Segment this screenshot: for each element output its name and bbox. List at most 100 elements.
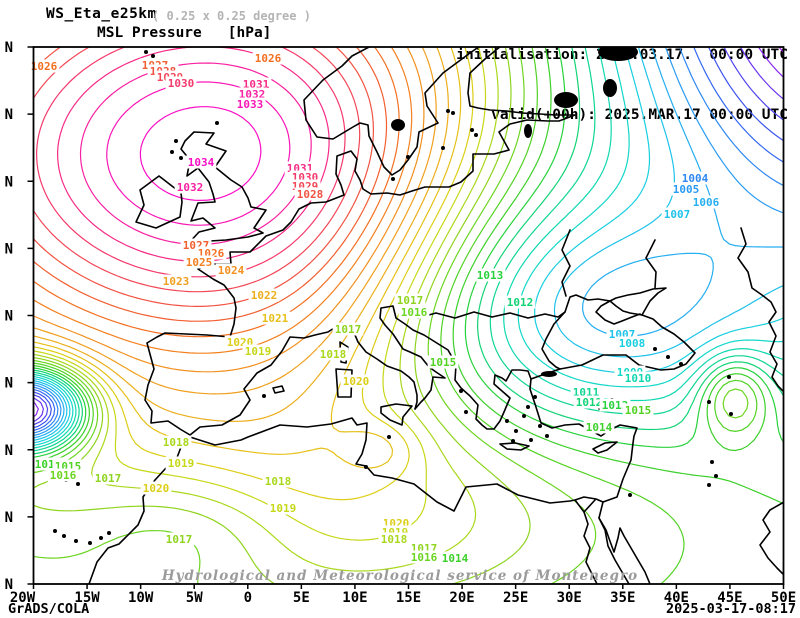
contour-label: 1019 bbox=[270, 502, 297, 515]
contour-label-box bbox=[163, 532, 195, 546]
contour-label: 1016 bbox=[50, 469, 77, 482]
lake bbox=[598, 47, 638, 61]
contour-label: 1018 bbox=[381, 533, 408, 546]
island-dot bbox=[174, 139, 178, 143]
contour-label: 1017 bbox=[335, 323, 362, 336]
contour-level-1029 bbox=[33, 47, 361, 293]
contour-label: 1017 bbox=[95, 472, 122, 485]
coastline bbox=[645, 239, 657, 289]
contour-level-1014 bbox=[33, 47, 784, 505]
coastline bbox=[583, 511, 598, 584]
contour-label: 1019 bbox=[168, 457, 195, 470]
island-dot bbox=[76, 482, 80, 486]
x-tick-label: 20W bbox=[10, 590, 36, 606]
contour-label: 1028 bbox=[297, 188, 324, 201]
coastline bbox=[541, 294, 611, 370]
contour-label-box bbox=[140, 481, 172, 495]
contour-label: 1007 bbox=[664, 208, 691, 221]
island-dot bbox=[446, 109, 450, 113]
contour-level-1013 bbox=[33, 47, 784, 458]
x-tick-label: 5E bbox=[293, 590, 310, 606]
model-title: WS_Eta_e25km bbox=[46, 6, 157, 22]
contour-label-box bbox=[294, 187, 326, 201]
island-dot bbox=[406, 155, 410, 159]
coastline bbox=[574, 499, 596, 513]
contour-label-box bbox=[439, 551, 471, 565]
island-dot bbox=[74, 539, 78, 543]
island-dot bbox=[364, 465, 368, 469]
coastline bbox=[399, 311, 566, 319]
contour-level-1031 bbox=[57, 47, 330, 262]
coastline bbox=[380, 403, 413, 426]
contour-label: 1033 bbox=[237, 98, 264, 111]
x-tick-label: 0 bbox=[244, 590, 252, 606]
contour-level-1028 bbox=[33, 47, 374, 307]
lake bbox=[391, 119, 405, 131]
lake bbox=[554, 92, 578, 108]
x-tick-label: 15W bbox=[74, 590, 100, 606]
island-dot bbox=[151, 54, 155, 58]
contour-label-box bbox=[248, 288, 280, 302]
contour-level-1025 bbox=[33, 47, 413, 354]
contour-label-box bbox=[679, 171, 711, 185]
coastline bbox=[561, 229, 571, 297]
contour-label-box bbox=[622, 371, 654, 385]
island-dot bbox=[710, 460, 714, 464]
contour-label: 1008 bbox=[619, 337, 646, 350]
contour-label: 1006 bbox=[693, 196, 720, 209]
contour-label: 1013 bbox=[602, 399, 629, 412]
island-dot bbox=[707, 400, 711, 404]
island-dot bbox=[459, 389, 463, 393]
island-dot bbox=[391, 177, 395, 181]
contour-label-box bbox=[174, 180, 206, 194]
x-tick-label: 15E bbox=[396, 590, 421, 606]
contour-label: 1005 bbox=[673, 183, 700, 196]
island-dot bbox=[179, 156, 183, 160]
y-tick-label: N bbox=[5, 241, 13, 257]
island-dot bbox=[441, 146, 445, 150]
coastline bbox=[303, 47, 480, 176]
contour-label-box bbox=[622, 403, 654, 417]
contour-label-box bbox=[92, 471, 124, 485]
lake bbox=[603, 79, 617, 97]
island-dot bbox=[88, 541, 92, 545]
y-tick-label: N bbox=[5, 309, 13, 325]
contour-level-1032 bbox=[79, 62, 312, 245]
contour-label: 1016 bbox=[411, 551, 438, 564]
x-tick-label: 10E bbox=[342, 590, 367, 606]
contour-label-box bbox=[236, 87, 268, 101]
island-dot bbox=[653, 347, 657, 351]
y-tick-label: N bbox=[5, 174, 13, 190]
x-tick-label: 25E bbox=[503, 590, 528, 606]
contour-label-box bbox=[670, 182, 702, 196]
contour-label-box bbox=[690, 195, 722, 209]
coastline bbox=[592, 441, 618, 454]
coastline bbox=[598, 501, 651, 584]
contour-label-box bbox=[160, 435, 192, 449]
coastline bbox=[499, 442, 530, 451]
contour-label-box bbox=[160, 274, 192, 288]
contour-label-box bbox=[340, 374, 372, 388]
contour-level-1007 bbox=[33, 47, 784, 441]
island-dot bbox=[262, 394, 266, 398]
contour-label: 1013 bbox=[477, 269, 504, 282]
contour-label: 1023 bbox=[163, 275, 190, 288]
contour-label-box bbox=[215, 263, 247, 277]
contour-level-1026 bbox=[33, 47, 400, 338]
contour-label-box bbox=[408, 550, 440, 564]
contour-label-box bbox=[240, 77, 272, 91]
contour-label-box bbox=[474, 268, 506, 282]
contour-label: 1018 bbox=[163, 436, 190, 449]
coastline bbox=[737, 227, 784, 393]
contour-level-1005 bbox=[33, 47, 784, 437]
island-dot bbox=[511, 439, 515, 443]
x-tick-label: 5W bbox=[186, 590, 203, 606]
contour-level-1034 bbox=[139, 106, 262, 201]
contour-label-box bbox=[234, 97, 266, 111]
island-dot bbox=[144, 50, 148, 54]
contour-label-box bbox=[267, 501, 299, 515]
field-title: MSL Pressure bbox=[97, 25, 202, 41]
x-axis: 20W 15W 10W 5W 0 5E 10E 15E 20E 25E 30E 35E 40E 45E 50… bbox=[10, 584, 796, 606]
y-axis: N N N N N N N N N bbox=[5, 40, 34, 593]
y-tick-label: N bbox=[5, 107, 13, 123]
